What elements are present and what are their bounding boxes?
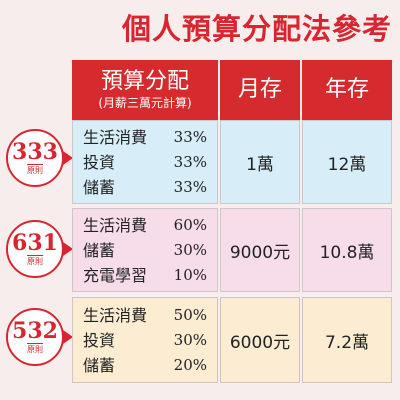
header-monthly-label: 月存 — [237, 77, 282, 102]
monthly-cell: 6000元 — [220, 297, 300, 383]
item-name: 投資 — [83, 152, 116, 172]
yearly-cell: 12萬 — [302, 120, 392, 204]
list-item: 生活消費 50% — [83, 303, 207, 328]
allocation-cell: 生活消費 33% 投資 33% 儲蓄 33% — [72, 120, 218, 204]
list-item: 儲蓄 20% — [83, 353, 207, 378]
item-name: 生活消費 — [83, 127, 148, 147]
item-pct: 10% — [173, 265, 207, 284]
list-item: 生活消費 60% — [83, 213, 207, 238]
allocation-cell: 生活消費 60% 儲蓄 30% 充電學習 10% — [72, 208, 218, 292]
rule-badge-631: 631 原則 — [6, 220, 64, 278]
allocation-cell: 生活消費 50% 投資 30% 儲蓄 20% — [72, 297, 218, 383]
list-item: 投資 30% — [83, 328, 207, 353]
header-yearly-label: 年存 — [324, 77, 369, 102]
monthly-cell: 1萬 — [220, 120, 300, 204]
rule-number: 532 — [12, 318, 58, 344]
list-item: 充電學習 10% — [83, 263, 207, 288]
item-name: 儲蓄 — [83, 177, 116, 197]
header-allocation-sub: (月薪三萬元計算) — [98, 96, 192, 110]
item-name: 生活消費 — [83, 305, 148, 325]
arrow-right-icon — [63, 151, 73, 165]
page-title: 個人預算分配法參考 — [121, 12, 392, 46]
item-pct: 30% — [173, 330, 207, 349]
rule-number: 333 — [12, 139, 58, 165]
rule-label: 原則 — [27, 343, 43, 354]
item-name: 投資 — [83, 330, 116, 350]
rule-badge-532: 532 原則 — [6, 308, 64, 366]
rule-label: 原則 — [27, 255, 43, 266]
item-name: 儲蓄 — [83, 355, 116, 375]
item-pct: 33% — [173, 127, 207, 146]
rule-badge-333: 333 原則 — [6, 129, 64, 187]
list-item: 儲蓄 30% — [83, 238, 207, 263]
yearly-cell: 7.2萬 — [302, 297, 392, 383]
monthly-cell: 9000元 — [220, 208, 300, 292]
item-name: 儲蓄 — [83, 240, 116, 260]
list-item: 生活消費 33% — [83, 125, 207, 150]
item-pct: 30% — [173, 240, 207, 259]
list-item: 投資 33% — [83, 150, 207, 175]
rule-number: 631 — [12, 230, 58, 256]
arrow-right-icon — [63, 242, 73, 256]
item-name: 生活消費 — [83, 215, 148, 235]
item-pct: 33% — [173, 177, 207, 196]
yearly-cell: 10.8萬 — [302, 208, 392, 292]
item-pct: 33% — [173, 152, 207, 171]
item-name: 充電學習 — [83, 265, 148, 285]
item-pct: 50% — [173, 305, 207, 324]
header-monthly: 月存 — [220, 60, 300, 120]
header-allocation: 預算分配 (月薪三萬元計算) — [72, 60, 218, 120]
arrow-right-icon — [63, 330, 73, 344]
rule-label: 原則 — [27, 164, 43, 175]
item-pct: 60% — [173, 215, 207, 234]
header-yearly: 年存 — [302, 60, 392, 120]
header-allocation-label: 預算分配 — [100, 69, 189, 94]
item-pct: 20% — [173, 355, 207, 374]
list-item: 儲蓄 33% — [83, 175, 207, 200]
